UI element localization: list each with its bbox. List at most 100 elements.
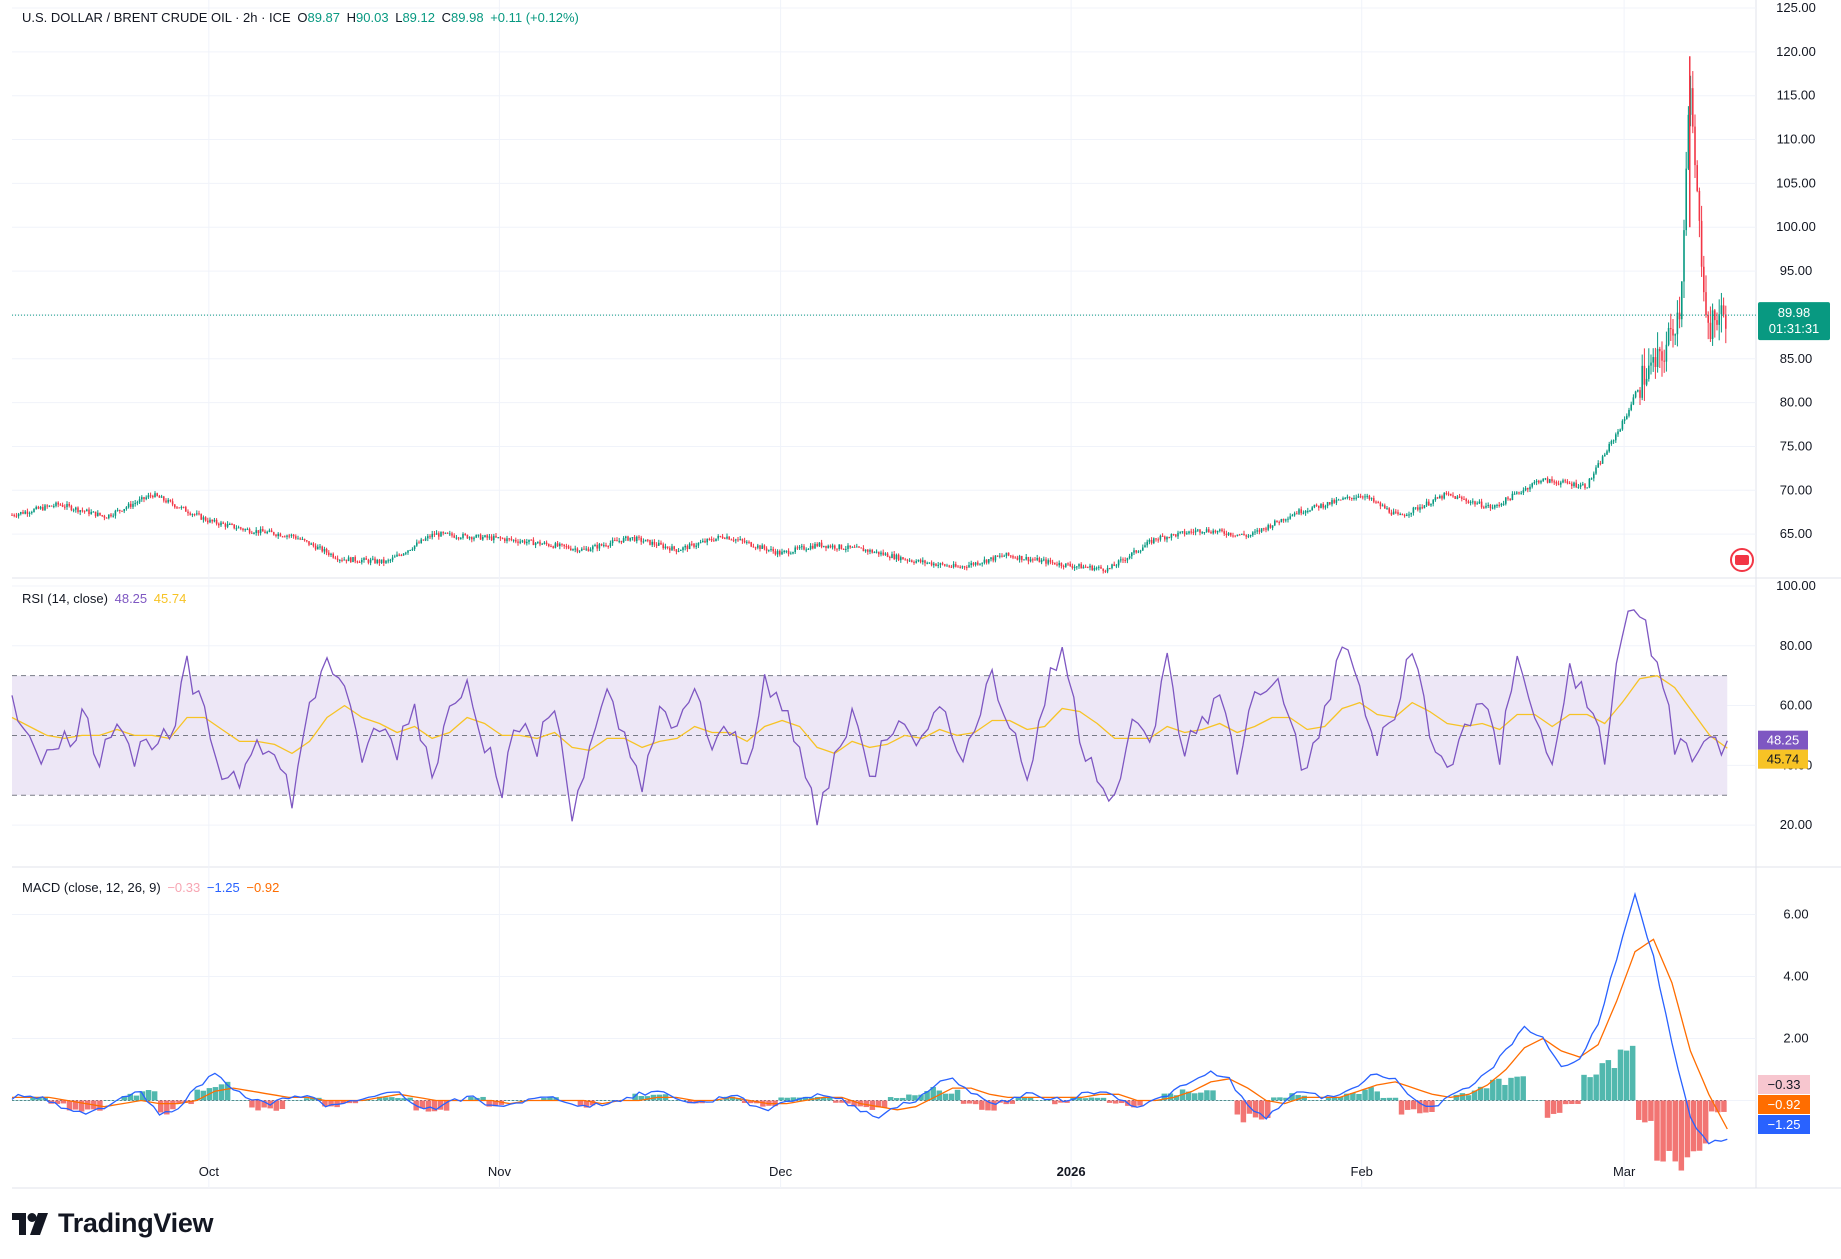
candle-body — [1291, 515, 1294, 517]
candle-body — [1414, 507, 1417, 509]
macd-histogram-bar — [78, 1100, 85, 1112]
candle-body — [897, 554, 900, 561]
candle-body — [121, 510, 123, 512]
candle-body — [1298, 509, 1300, 514]
macd-histogram-bar — [1660, 1100, 1666, 1162]
candle-body — [587, 548, 590, 552]
candle-body — [75, 507, 77, 510]
candle-body — [578, 550, 581, 552]
candle-body — [600, 544, 603, 546]
candle-body — [1278, 522, 1280, 524]
candle-body — [499, 537, 502, 539]
candle-body — [1157, 539, 1159, 541]
candle-body — [325, 548, 328, 553]
candle-body — [686, 545, 689, 550]
candle-body — [259, 529, 262, 534]
candle-body — [922, 560, 924, 563]
candle-body — [154, 493, 156, 498]
candle-body — [770, 549, 772, 551]
candle-body — [369, 559, 372, 563]
candle-body — [853, 546, 856, 548]
candle-body — [39, 507, 42, 509]
candle-body — [552, 546, 554, 548]
macd-histogram-bar — [1532, 1100, 1539, 1101]
price-pane[interactable] — [11, 56, 1756, 574]
candle-body — [189, 513, 191, 515]
candle-body — [68, 504, 70, 506]
candle-body — [262, 529, 264, 532]
candle-body — [1478, 501, 1481, 504]
candle-body — [1546, 478, 1549, 483]
candle-body — [59, 504, 62, 506]
candle-body — [889, 557, 891, 559]
candle-body — [1588, 478, 1591, 488]
macd-histogram-bar — [1058, 1100, 1064, 1103]
candle-body — [583, 548, 585, 550]
candle-body — [266, 531, 268, 534]
rsi-ma-line — [11, 675, 1728, 755]
rsi-legend[interactable]: RSI (14, close) 48.25 45.74 — [22, 591, 189, 606]
candle-body — [1590, 478, 1593, 480]
candle-body — [1571, 483, 1573, 487]
rsi-tick-label: 60.00 — [1780, 698, 1813, 713]
candle-body — [1670, 327, 1672, 330]
candle-body — [893, 554, 895, 560]
candle-body — [83, 510, 86, 512]
macd-title[interactable]: MACD (close, 12, 26, 9) — [22, 880, 161, 895]
macd-histogram-bar — [109, 1100, 115, 1101]
price-tick-label: 80.00 — [1780, 395, 1813, 410]
candle-body — [596, 544, 598, 549]
candle-body — [1474, 501, 1476, 505]
candle-body — [776, 550, 779, 555]
tradingview-logo[interactable]: TradingView — [12, 1208, 214, 1239]
candle-body — [1612, 440, 1615, 442]
candle-body — [1007, 552, 1010, 556]
candle-body — [211, 519, 213, 522]
candle-body — [1315, 504, 1318, 506]
candle-body — [1639, 390, 1641, 398]
candle-body — [1148, 539, 1151, 542]
candle-body — [1282, 518, 1285, 521]
symbol-title[interactable]: U.S. DOLLAR / BRENT CRUDE OIL · 2h · ICE — [22, 10, 291, 25]
candle-body — [675, 549, 678, 552]
candle-body — [908, 560, 911, 562]
macd-line-value: −1.25 — [206, 880, 240, 895]
candle-body — [1005, 552, 1008, 556]
candle-body — [1698, 190, 1701, 221]
candle-body — [680, 550, 682, 552]
candle-body — [750, 542, 752, 547]
macd-histogram-bar — [930, 1086, 936, 1101]
candle-body — [490, 536, 493, 541]
candle-body — [400, 555, 403, 557]
candle-body — [1194, 530, 1197, 533]
macd-histogram-bar — [1362, 1089, 1368, 1101]
candle-body — [350, 557, 352, 563]
rsi-title[interactable]: RSI (14, close) — [22, 591, 108, 606]
macd-histogram-bar — [1106, 1100, 1113, 1103]
macd-histogram-bar — [1337, 1096, 1344, 1101]
macd-histogram-bar — [1325, 1098, 1332, 1101]
candle-body — [1533, 482, 1536, 484]
candle-body — [735, 539, 737, 541]
candle-body — [1203, 531, 1206, 533]
macd-histogram-bar — [638, 1096, 644, 1101]
macd-histogram-bar — [1471, 1090, 1478, 1101]
candle-body — [1621, 420, 1624, 430]
macd-histogram-bar — [583, 1100, 590, 1108]
candle-body — [1300, 509, 1302, 514]
price-axis[interactable]: 65.0070.0075.0080.0085.0090.0095.00100.0… — [1776, 0, 1816, 1108]
candle-body — [917, 559, 920, 562]
time-axis[interactable]: Oct Nov Dec 2026 Feb Mar — [199, 1164, 1636, 1179]
candle-body — [1560, 482, 1562, 485]
candle-body — [354, 557, 356, 562]
candle-body — [517, 541, 519, 543]
symbol-legend[interactable]: U.S. DOLLAR / BRENT CRUDE OIL · 2h · ICE… — [22, 10, 582, 25]
rsi-pane[interactable] — [11, 609, 1728, 826]
candle-body — [1230, 532, 1232, 536]
macd-legend[interactable]: MACD (close, 12, 26, 9) −0.33 −1.25 −0.9… — [22, 880, 282, 895]
macd-pane[interactable] — [11, 891, 1728, 1171]
candle-body — [957, 566, 959, 568]
macd-histogram-bar — [1684, 1100, 1691, 1158]
candle-body — [1172, 534, 1175, 536]
